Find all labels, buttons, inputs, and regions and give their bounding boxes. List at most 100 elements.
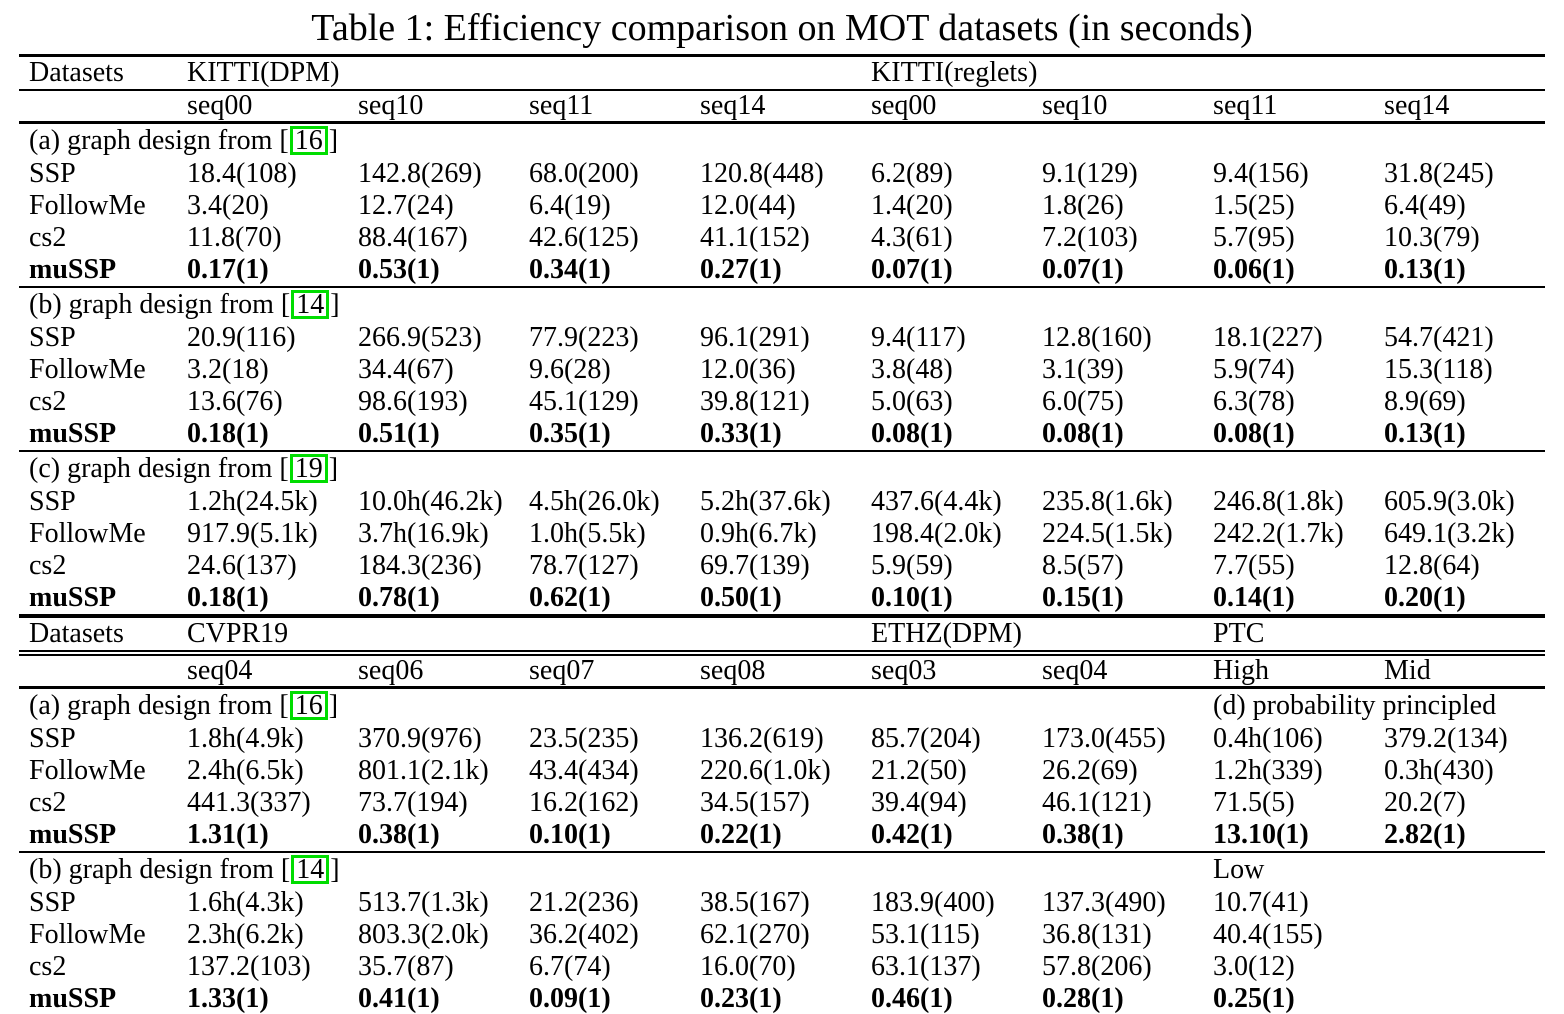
value-cell: 6.7(74) [529,951,611,982]
value-cell: 136.2(619) [700,723,824,754]
section-note: Low [1203,851,1546,887]
method-row: muSSP 1.31(1) 0.38(1) 0.10(1) 0.22(1) 0.42(1)… [19,819,1545,852]
sequence-header: seq00 [861,90,1033,124]
value-cell: 31.8(245) [1384,158,1494,189]
value-cell: 9.4(117) [871,322,966,353]
value-cell: 3.0(12) [1213,951,1295,982]
value-cell: 9.6(28) [529,354,611,385]
sequence-header: seq07 [519,653,690,689]
table-caption: Table 1: Efficiency comparison on MOT da… [311,7,1253,49]
value-cell: 0.42(1) [871,819,953,850]
value-cell: 7.7(55) [1213,550,1295,581]
method-label: cs2 [29,222,67,253]
value-cell: 5.9(59) [871,550,953,581]
value-cell: 0.20(1) [1384,582,1466,613]
value-cell: 183.9(400) [871,887,995,918]
value-cell: 13.6(76) [187,386,283,417]
method-label: SSP [29,486,76,517]
value-cell: 0.34(1) [529,254,611,285]
value-cell: 63.1(137) [871,951,981,982]
method-row: cs2 24.6(137) 184.3(236) 78.7(127) 69.7(139)… [19,550,1545,582]
value-cell: 235.8(1.6k) [1042,486,1173,517]
value-cell: 6.3(78) [1213,386,1295,417]
value-cell: 15.3(118) [1384,354,1493,385]
table-header-row: Datasets KITTI(DPM) KITTI(reglets) [19,55,1546,91]
value-cell: 437.6(4.4k) [871,486,1002,517]
value-cell: 0.62(1) [529,582,611,613]
value-cell: 38.5(167) [700,887,810,918]
value-cell: 34.4(67) [358,354,454,385]
section-heading-row: (b) graph design from [14] Low [19,851,1546,887]
citation-link[interactable]: 16 [289,126,328,155]
value-cell: 10.0h(46.2k) [358,486,503,517]
value-cell: 2.3h(6.2k) [187,919,304,950]
value-cell: 0.09(1) [529,983,611,1014]
value-cell: 5.9(74) [1213,354,1295,385]
value-cell: 0.22(1) [700,819,782,850]
value-cell: 0.3h(430) [1384,755,1494,786]
sequence-header: Mid [1374,653,1546,689]
method-row: SSP 1.2h(24.5k) 10.0h(46.2k) 4.5h(26.0k) 5.2… [19,486,1545,518]
value-cell: 9.4(156) [1213,158,1309,189]
method-label: muSSP [29,819,117,850]
section-heading: (a) graph design from [16] [19,123,1545,159]
citation-link[interactable]: 16 [289,691,328,720]
dataset-group-header: KITTI(DPM) [177,55,862,91]
value-cell: 11.8(70) [187,222,282,253]
method-label: SSP [29,723,76,754]
value-cell: 35.7(87) [358,951,454,982]
value-cell: 1.33(1) [187,983,269,1014]
value-cell: 18.4(108) [187,158,297,189]
value-cell: 8.9(69) [1384,386,1466,417]
value-cell: 3.7h(16.9k) [358,518,489,549]
value-cell: 0.41(1) [358,983,440,1014]
value-cell: 12.7(24) [358,190,454,221]
citation-link[interactable]: 14 [291,290,330,319]
value-cell: 0.13(1) [1384,418,1466,449]
method-label: muSSP [29,983,117,1014]
value-cell: 43.4(434) [529,755,639,786]
value-cell: 16.2(162) [529,787,639,818]
value-cell: 801.1(2.1k) [358,755,489,786]
method-row: muSSP 1.33(1) 0.41(1) 0.09(1) 0.23(1) 0.46(1)… [19,983,1545,1014]
method-label: FollowMe [29,354,146,385]
section-heading-text: ] [330,289,340,320]
value-cell: 2.82(1) [1384,819,1466,850]
method-label: SSP [29,322,76,353]
method-label: cs2 [29,787,67,818]
section-heading-row: (b) graph design from [14] [19,286,1546,322]
value-cell: 42.6(125) [529,222,639,253]
section-heading: (b) graph design from [14] [19,851,1204,887]
value-cell: 85.7(204) [871,723,981,754]
value-cell: 8.5(57) [1042,550,1124,581]
citation-link[interactable]: 19 [289,454,328,483]
value-cell: 1.2h(24.5k) [187,486,318,517]
section-heading-text: ] [328,690,339,721]
empty-header-cell [19,653,177,689]
value-cell: 6.4(49) [1384,190,1466,221]
value-cell: 137.3(490) [1042,887,1166,918]
method-row: cs2 137.2(103) 35.7(87) 6.7(74) 16.0(70) 63.1… [19,951,1545,983]
sequence-header: seq11 [1203,90,1375,124]
value-cell: 0.14(1) [1213,582,1295,613]
citation-link[interactable]: 14 [291,855,330,884]
section-heading-text: ] [328,453,339,484]
value-cell: 6.2(89) [871,158,953,189]
dataset-group-header: CVPR19 [177,616,862,656]
value-cell: 41.1(152) [700,222,810,253]
sequence-header: seq10 [1032,90,1204,124]
method-row: FollowMe 3.2(18) 34.4(67) 9.6(28) 12.0(36) 3.… [19,354,1545,386]
value-cell: 184.3(236) [358,550,482,581]
value-cell: 173.0(455) [1042,723,1166,754]
value-cell: 370.9(976) [358,723,482,754]
value-cell: 0.08(1) [871,418,953,449]
section-heading: (c) graph design from [19] [19,450,1546,486]
value-cell: 5.0(63) [871,386,953,417]
value-cell: 441.3(337) [187,787,311,818]
section-heading-row: (a) graph design from [16] (d) probabilit… [19,688,1545,724]
method-row: cs2 11.8(70) 88.4(167) 42.6(125) 41.1(152) 4.… [19,222,1545,254]
value-cell: 46.1(121) [1042,787,1152,818]
sequence-header: seq04 [1032,653,1204,689]
datasets-header: Datasets [19,55,177,91]
efficiency-tables-container: Datasets KITTI(DPM) KITTI(reglets) seq00 seq… [0,54,1564,1014]
